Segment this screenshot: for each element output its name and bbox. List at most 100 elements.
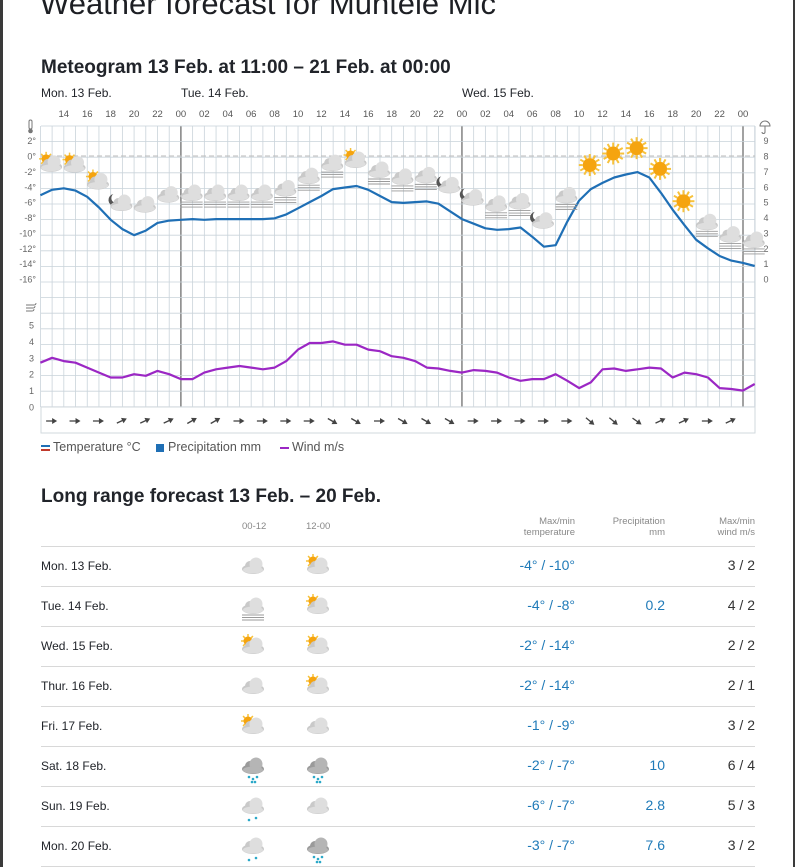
row-day: Fri. 17 Feb. xyxy=(41,719,103,733)
sun-icon xyxy=(578,154,601,177)
row-icons xyxy=(242,554,329,574)
fog-cloud-icon xyxy=(695,213,718,237)
row-divider xyxy=(41,746,755,747)
wind-arrow-icon xyxy=(256,418,268,424)
partly-sun-icon xyxy=(306,594,329,614)
wind-arrow-icon xyxy=(116,417,127,424)
x-tick-label: 14 xyxy=(621,109,632,120)
fog-cloud-icon xyxy=(242,597,264,621)
x-tick-label: 14 xyxy=(340,109,351,120)
window-border-right xyxy=(793,0,795,867)
row-divider xyxy=(41,826,755,827)
row-temperature: -2° / -14° xyxy=(519,637,575,653)
wind-tick-label: 2 xyxy=(29,370,34,380)
legend-label: Wind m/s xyxy=(292,440,345,454)
temperature-line xyxy=(39,171,755,268)
row-divider xyxy=(41,666,755,667)
x-tick-label: 16 xyxy=(363,109,374,120)
precipitation-tick-label: 3 xyxy=(763,228,768,238)
header-00-12: 00-12 xyxy=(242,521,267,532)
snow-dark-icon xyxy=(307,837,329,864)
row-precipitation: 10 xyxy=(649,757,665,773)
x-tick-label: 04 xyxy=(504,109,515,120)
row-wind: 2 / 2 xyxy=(727,637,755,653)
temperature-tick-label: -12° xyxy=(19,244,36,254)
x-tick-label: 22 xyxy=(152,109,163,120)
sun-icon xyxy=(625,137,648,160)
wind-arrow-icon xyxy=(280,418,292,424)
fog-cloud-icon xyxy=(250,184,273,208)
x-tick-label: 00 xyxy=(176,109,187,120)
precipitation-tick-label: 6 xyxy=(763,182,768,192)
row-divider xyxy=(41,586,755,587)
x-tick-label: 00 xyxy=(457,109,468,120)
fog-cloud-icon xyxy=(204,184,227,208)
temperature-tick-label: -6° xyxy=(24,198,36,208)
wind-icon xyxy=(26,302,37,312)
x-tick-label: 18 xyxy=(386,109,397,120)
x-tick-label: 18 xyxy=(667,109,678,120)
wind-arrow-icon xyxy=(397,417,408,425)
wind-arrow-icon xyxy=(373,418,385,424)
wind-arrow-icon xyxy=(163,417,174,424)
x-tick-label: 20 xyxy=(691,109,702,120)
wind-arrow-icon xyxy=(327,417,338,425)
x-tick-label: 10 xyxy=(293,109,304,120)
row-precipitation: 7.6 xyxy=(645,837,665,853)
row-divider xyxy=(41,546,755,547)
wind-tick-label: 0 xyxy=(29,403,34,413)
row-temperature: -6° / -7° xyxy=(527,797,575,813)
fog-cloud-icon xyxy=(485,195,508,219)
fog-cloud-icon xyxy=(180,184,203,208)
wind-line xyxy=(39,340,756,392)
legend-temperature[interactable]: Temperature °C xyxy=(41,440,141,454)
legend-wind[interactable]: Wind m/s xyxy=(280,440,344,454)
legend-precipitation[interactable]: Precipitation mm xyxy=(156,440,261,454)
fog-cloud-icon xyxy=(508,193,531,216)
precipitation-tick-label: 4 xyxy=(763,213,768,223)
cloud-icon xyxy=(307,717,329,734)
fog-cloud-icon xyxy=(297,167,320,191)
row-divider xyxy=(41,706,755,707)
wind-arrow-icon xyxy=(92,418,104,424)
cloud-icon xyxy=(307,797,329,814)
row-wind: 6 / 4 xyxy=(727,757,755,773)
row-wind: 5 / 3 xyxy=(727,797,755,813)
moon-cloud-icon xyxy=(459,188,484,206)
row-icons xyxy=(241,634,329,654)
meteogram-title: Meteogram 13 Feb. at 11:00 – 21 Feb. at … xyxy=(41,57,451,78)
row-day: Sat. 18 Feb. xyxy=(41,759,107,773)
wind-tick-label: 4 xyxy=(29,337,34,347)
wind-arrow-icon xyxy=(632,417,642,425)
x-tick-label: 14 xyxy=(59,109,70,120)
wind-arrow-icon xyxy=(350,417,361,425)
row-temperature: -4° / -8° xyxy=(527,597,575,613)
row-wind: 3 / 2 xyxy=(727,837,755,853)
row-day: Mon. 13 Feb. xyxy=(41,559,112,573)
x-tick-label: 12 xyxy=(597,109,608,120)
precipitation-tick-label: 7 xyxy=(763,167,768,177)
wind-tick-label: 5 xyxy=(29,321,34,331)
partly-sun-icon xyxy=(343,147,367,168)
temperature-tick-label: 0° xyxy=(27,152,36,162)
moon-cloud-icon xyxy=(530,211,554,229)
wind-arrow-icon xyxy=(514,418,526,424)
partly-sun-icon xyxy=(241,634,264,654)
sun-icon xyxy=(672,190,695,213)
precipitation-tick-label: 9 xyxy=(763,136,768,146)
sun-icon xyxy=(649,157,672,180)
wind-legend-icon xyxy=(280,446,289,449)
legend-label: Temperature °C xyxy=(53,440,141,454)
wind-arrow-icon xyxy=(561,418,573,424)
x-tick-label: 10 xyxy=(574,109,585,120)
snow-dark-icon xyxy=(242,757,264,784)
wind-arrow-icon xyxy=(655,417,666,424)
x-tick-label: 20 xyxy=(129,109,140,120)
fog-cloud-icon xyxy=(227,184,250,208)
wind-arrow-icon xyxy=(725,417,736,424)
wind-direction-row xyxy=(40,406,756,434)
row-icons xyxy=(241,714,329,734)
wind-arrow-icon xyxy=(210,417,221,425)
wind-arrow-icon xyxy=(585,417,595,425)
header-wind: Max/min wind m/s xyxy=(717,516,755,538)
